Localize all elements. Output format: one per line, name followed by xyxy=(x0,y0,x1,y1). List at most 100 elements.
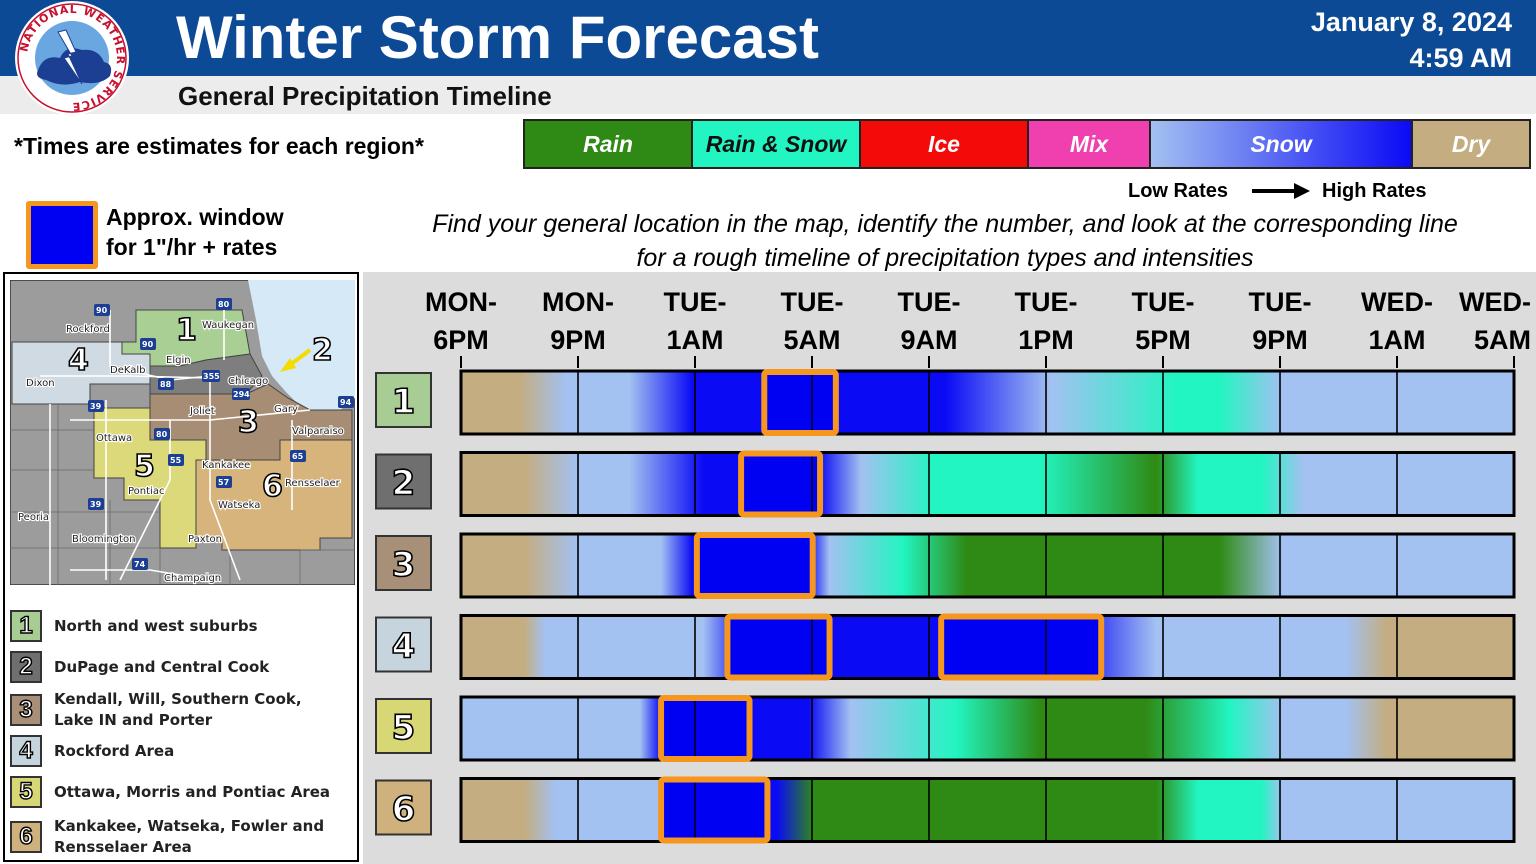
time-label-day: TUE- xyxy=(1015,287,1078,317)
legend-rain: Rain xyxy=(525,121,693,167)
route-shield: 80 xyxy=(216,298,232,310)
heavy-rate-window xyxy=(738,450,824,518)
region-legend-number: 1 xyxy=(10,610,42,642)
map-city-gary: Gary xyxy=(274,404,298,415)
region-legend-item: 4 Rockford Area xyxy=(10,735,344,767)
time-label: MON- 6PM xyxy=(425,287,497,355)
legend-rain-snow: Rain & Snow xyxy=(693,121,861,167)
map-city-kankakee: Kankakee xyxy=(202,460,250,471)
svg-text:65: 65 xyxy=(292,452,304,461)
map-city-chicago: Chicago xyxy=(228,376,268,387)
timeline-region-box: 2 xyxy=(375,453,432,510)
map-city-peoria: Peoria xyxy=(18,512,49,523)
timeline-region-number: 2 xyxy=(392,464,416,504)
legend-ice: Ice xyxy=(861,121,1029,167)
timeline-region-swatch xyxy=(375,535,432,591)
time-label: TUE- 5AM xyxy=(781,287,844,355)
timeline-region-swatch xyxy=(375,779,432,836)
region-legend-name: North and west suburbs xyxy=(54,616,258,635)
time-label: WED- 5AM xyxy=(1459,287,1531,355)
heavy-rate-key-swatch xyxy=(26,201,98,269)
timeline-region-swatch xyxy=(375,453,432,510)
region-legend-item: 6 Kankakee, Watseka, Fowler and Renssela… xyxy=(10,816,344,858)
precip-bar-border xyxy=(459,777,1516,843)
region-legend-name: Rockford Area xyxy=(54,741,175,760)
time-label: TUE- 1AM xyxy=(664,287,727,355)
time-label-hour: 9PM xyxy=(1252,325,1308,355)
map-city-waukegan: Waukegan xyxy=(202,320,254,331)
heavy-rate-window xyxy=(658,776,771,844)
low-rates-label: Low Rates xyxy=(1128,179,1229,202)
heavy-rate-key-line2: for 1"/hr + rates xyxy=(106,234,278,260)
rate-scale: Low Rates High Rates xyxy=(1128,177,1427,205)
route-shield: 88 xyxy=(158,378,174,390)
route-shield: 55 xyxy=(168,454,184,466)
svg-text:57: 57 xyxy=(218,478,229,487)
heavy-rate-window xyxy=(693,532,816,599)
region-legend-item: 2 DuPage and Central Cook xyxy=(10,651,344,683)
route-shield: 39 xyxy=(88,498,104,510)
map-city-valparaiso: Valparaiso xyxy=(292,426,344,437)
heavy-rate-window xyxy=(761,369,839,436)
time-label-day: TUE- xyxy=(898,287,961,317)
region-legend-number: 5 xyxy=(10,776,42,808)
timeline-region-number: 1 xyxy=(392,382,416,422)
time-label-hour: 1AM xyxy=(1368,325,1425,355)
time-label-hour: 5AM xyxy=(783,325,840,355)
time-label-hour: 9AM xyxy=(900,325,957,355)
region-legend-name: Kankakee, Watseka, Fowler and Rensselaer… xyxy=(54,817,325,856)
issue-time: 4:59 AM xyxy=(1409,43,1512,73)
estimate-note: *Times are estimates for each region* xyxy=(14,133,424,159)
heavy-rate-window xyxy=(938,613,1105,681)
precip-bar xyxy=(461,697,1514,760)
map-city-rockford: Rockford xyxy=(66,324,110,335)
time-label-day: TUE- xyxy=(781,287,844,317)
svg-text:80: 80 xyxy=(218,300,230,309)
map-city-bloomington: Bloomington xyxy=(72,534,135,545)
route-shield: 80 xyxy=(154,428,170,440)
region-legend-number: 3 xyxy=(10,694,42,726)
page-title: Winter Storm Forecast xyxy=(176,4,819,71)
time-label-day: MON- xyxy=(542,287,614,317)
region-legend-number: 6 xyxy=(10,821,42,853)
heavy-rate-key-label: Approx. window for 1"/hr + rates xyxy=(106,202,284,262)
svg-text:74: 74 xyxy=(134,560,146,569)
map-city-paxton: Paxton xyxy=(188,534,222,545)
issue-date: January 8, 2024 xyxy=(1310,7,1512,37)
heavy-rate-window xyxy=(724,613,833,681)
precip-bar-border xyxy=(459,532,1516,599)
instructions: Find your general location in the map, i… xyxy=(360,207,1530,275)
time-label: TUE- 5PM xyxy=(1132,287,1195,355)
region-legend-number: 2 xyxy=(10,651,42,683)
map-city-watseka: Watseka xyxy=(218,500,260,511)
timeline-region-swatch xyxy=(375,616,432,673)
precip-bar xyxy=(461,778,1514,842)
route-shield: 294 xyxy=(232,388,250,400)
time-label: TUE- 9PM xyxy=(1249,287,1312,355)
time-label-day: TUE- xyxy=(664,287,727,317)
map-region-2: 2 xyxy=(312,333,333,368)
map-region-4: 4 xyxy=(68,343,89,378)
timeline-region-number: 4 xyxy=(392,627,416,667)
subtitle-bar xyxy=(0,76,1536,114)
route-shield: 39 xyxy=(88,400,104,412)
svg-text:39: 39 xyxy=(90,402,102,411)
precip-bar xyxy=(461,534,1514,597)
precip-type-legend: Rain Rain & Snow Ice Mix Snow Dry xyxy=(523,119,1531,169)
region-map: Rockford Waukegan Elgin DeKalb Dixon Chi… xyxy=(10,280,355,585)
region-legend-item: 3 Kendall, Will, Southern Cook, Lake IN … xyxy=(10,689,344,731)
timeline-region-box: 1 xyxy=(375,372,432,428)
precip-bar xyxy=(461,452,1514,516)
precip-bar-border xyxy=(459,695,1516,762)
time-label-day: WED- xyxy=(1459,287,1531,317)
legend-snow: Snow xyxy=(1151,121,1413,167)
time-label-day: MON- xyxy=(425,287,497,317)
time-label-hour: 5AM xyxy=(1474,325,1531,355)
page-subtitle: General Precipitation Timeline xyxy=(178,81,552,111)
region-legend-name: Ottawa, Morris and Pontiac Area xyxy=(54,782,331,801)
time-label: MON- 9PM xyxy=(542,287,614,355)
time-label-hour: 5PM xyxy=(1135,325,1191,355)
region-legend-name: DuPage and Central Cook xyxy=(54,657,270,676)
instructions-line1: Find your general location in the map, i… xyxy=(432,210,1458,238)
route-shield: 65 xyxy=(290,450,306,462)
